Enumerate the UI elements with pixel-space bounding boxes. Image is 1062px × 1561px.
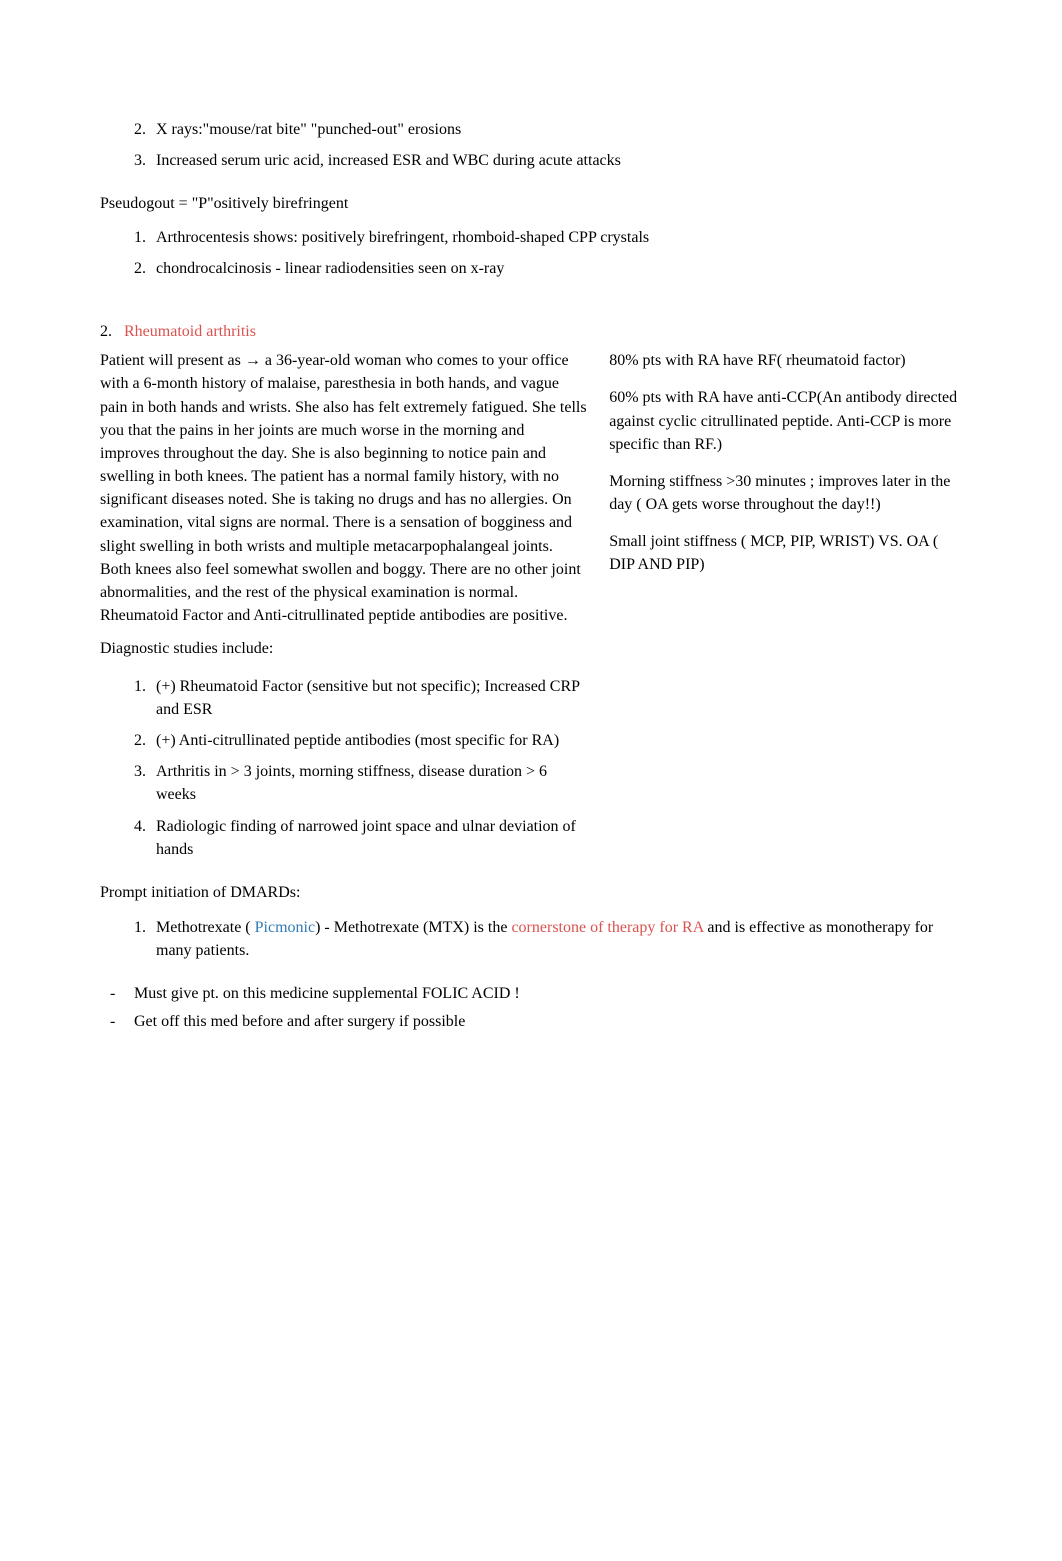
ra-diag-heading: Diagnostic studies include: <box>100 637 587 660</box>
ra-case: Patient will present as → a 36-year-old … <box>100 349 587 627</box>
side-note: 80% pts with RA have RF( rheumatoid fact… <box>609 349 962 372</box>
side-note: 60% pts with RA have anti-CCP(An antibod… <box>609 386 962 456</box>
list-item: Arthrocentesis shows: positively birefri… <box>150 222 962 253</box>
list-item: (+) Rheumatoid Factor (sensitive but not… <box>150 671 587 725</box>
ra-diag-list: (+) Rheumatoid Factor (sensitive but not… <box>100 671 587 865</box>
ra-number: 2. <box>100 323 112 340</box>
ra-dmards-notes: Must give pt. on this medicine supplemen… <box>100 980 962 1034</box>
list-item: Radiologic finding of narrowed joint spa… <box>150 811 587 865</box>
ra-dmards-heading: Prompt initiation of DMARDs: <box>100 881 962 904</box>
gout-xray-list: X rays:"mouse/rat bite" "punched-out" er… <box>100 114 962 176</box>
list-item: Methotrexate ( Picmonic) - Methotrexate … <box>150 914 962 964</box>
pseudogout-heading: Pseudogout = "P"ositively birefringent <box>100 192 962 215</box>
ra-dmards-list: Methotrexate ( Picmonic) - Methotrexate … <box>100 914 962 964</box>
dmards-mid: ) - Methotrexate (MTX) is the <box>315 919 511 936</box>
list-item: chondrocalcinosis - linear radiodensitie… <box>150 253 962 284</box>
ra-title: Rheumatoid arthritis <box>124 323 256 340</box>
list-item: (+) Anti-citrullinated peptide antibodie… <box>150 725 587 756</box>
picmonic-link[interactable]: Picmonic <box>255 919 315 936</box>
list-item: Increased serum uric acid, increased ESR… <box>150 145 962 176</box>
note-text: Must give pt. on this medicine supplemen… <box>134 985 520 1002</box>
side-note: Morning stiffness >30 minutes ; improves… <box>609 470 962 516</box>
ra-heading: 2. Rheumatoid arthritis <box>100 320 962 343</box>
dmards-prefix: Methotrexate ( <box>156 919 255 936</box>
ra-side-notes: 80% pts with RA have RF( rheumatoid fact… <box>609 349 962 881</box>
list-item: X rays:"mouse/rat bite" "punched-out" er… <box>150 114 962 145</box>
side-note: Small joint stiffness ( MCP, PIP, WRIST)… <box>609 530 962 576</box>
ra-left-column: Patient will present as → a 36-year-old … <box>100 349 587 881</box>
pseudogout-list: Arthrocentesis shows: positively birefri… <box>100 222 962 284</box>
dmards-red: cornerstone of therapy for RA <box>511 919 703 936</box>
list-item: Get off this med before and after surger… <box>110 1008 962 1035</box>
list-item: Arthritis in > 3 joints, morning stiffne… <box>150 756 587 810</box>
list-item: Must give pt. on this medicine supplemen… <box>110 980 962 1007</box>
note-text: Get off this med before and after surger… <box>134 1013 465 1030</box>
